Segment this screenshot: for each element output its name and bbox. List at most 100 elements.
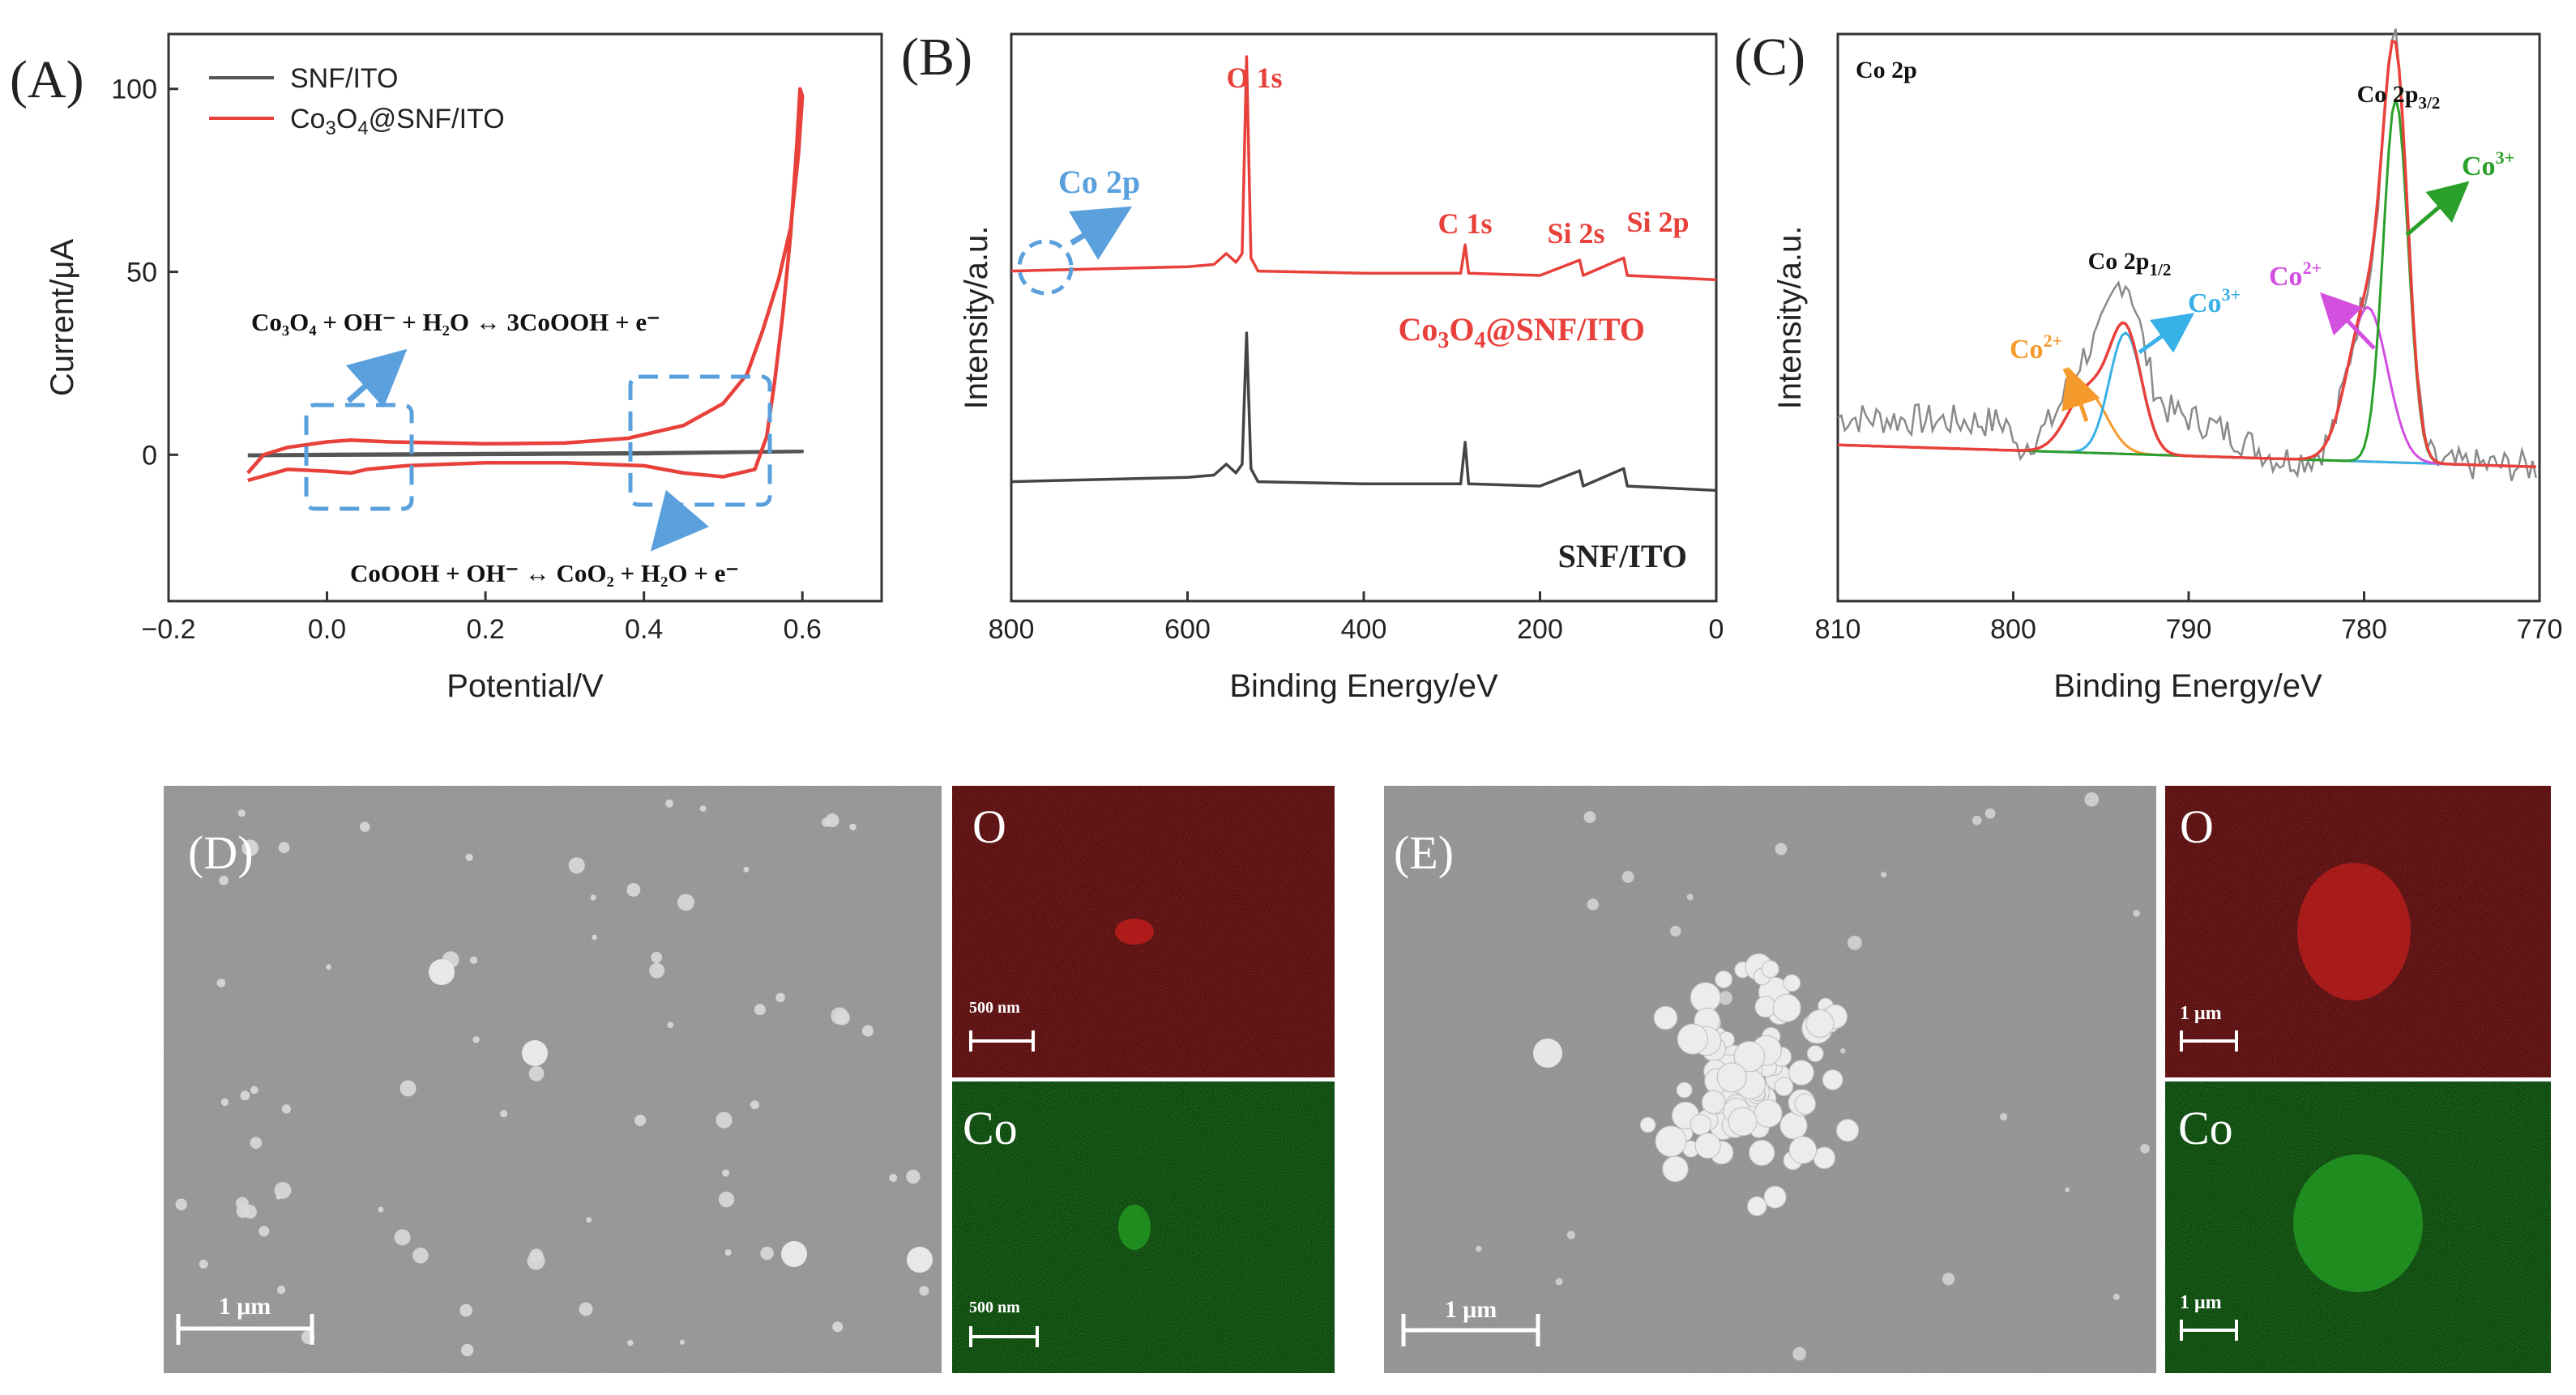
panel-b-xps-survey: (B) 800 600 400 200 0 O 1s C 1s Si 2s Si 2p …: [901, 28, 1724, 704]
sem-particle: [2065, 1187, 2070, 1192]
sem-particle: [276, 1285, 286, 1295]
eds-o-e-cluster: [2297, 863, 2411, 1000]
sem-particle: [528, 1065, 545, 1081]
sem-particle-aggregate: [1835, 1119, 1860, 1142]
sem-particle-aggregate: [1677, 1023, 1708, 1055]
sem-particle-aggregate: [1733, 1040, 1766, 1073]
sem-particle: [1942, 1273, 1955, 1286]
panel-b-ticks: 800 600 400 200 0: [989, 591, 1724, 645]
sem-particles-d: [175, 799, 933, 1357]
sem-particle: [2000, 1112, 2008, 1121]
sem-particle: [699, 805, 707, 813]
sem-particle: [677, 894, 694, 911]
panel-a-ytick-label: 100: [111, 75, 157, 105]
sem-particle: [1583, 811, 1596, 824]
sem-particle: [568, 857, 585, 874]
sem-particle: [274, 1181, 292, 1199]
panel-a-xtick-label: −0.2: [141, 614, 195, 645]
sem-particle: [359, 821, 370, 832]
eds-co-e-scale-label: 1 μm: [2180, 1292, 2222, 1313]
sem-particle-aggregate: [1746, 1196, 1767, 1217]
eds-o-d-label: O: [972, 800, 1006, 853]
sem-particle: [649, 962, 665, 979]
sem-particle: [399, 1080, 417, 1097]
panel-c-envelope: [1837, 39, 2536, 469]
sem-particle-aggregate: [1653, 1005, 1678, 1030]
panel-c-component-1: [1837, 331, 2536, 468]
sem-particle: [906, 1169, 921, 1184]
sem-particle: [849, 823, 857, 831]
eds-o-e-scale-label: 1 μm: [2180, 1003, 2222, 1024]
sem-particle: [412, 1248, 429, 1264]
panel-b-series: [1010, 55, 1717, 493]
sem-particle: [2133, 910, 2140, 917]
panel-b-xtick-label: 400: [1341, 614, 1387, 645]
sem-particle-aggregate: [1690, 1114, 1711, 1136]
sem-particle-aggregate: [1774, 1077, 1794, 1097]
sem-particle: [861, 1025, 874, 1037]
sem-particle: [665, 799, 673, 808]
scale-bar-e: 1 μm: [1401, 1296, 1540, 1346]
panel-b-xtick-label: 800: [989, 614, 1035, 645]
arrow-co3-a: [2138, 313, 2195, 355]
sem-particle: [1718, 991, 1732, 1005]
sem-particle: [378, 1206, 384, 1213]
panel-c-co2p-spectrum: (C) 810 800 790 780 770 Co 2p Co 2p1/2 Co 2p…: [1734, 28, 2562, 704]
sem-particle: [250, 1086, 258, 1094]
sem-particle: [722, 1169, 730, 1177]
peak-label-c1s: C 1s: [1438, 207, 1492, 240]
sem-particle-aggregate: [1676, 1081, 1693, 1099]
panel-b-series-1: [1010, 331, 1717, 493]
panel-b-xtick-label: 200: [1517, 614, 1563, 645]
co2p-dashed-circle: [1017, 239, 1074, 296]
legend-label-snf: SNF/ITO: [290, 63, 399, 94]
sem-particle: [1476, 1245, 1482, 1252]
panel-c-label: (C): [1734, 28, 1805, 87]
panel-a-cv-plot: (A) −0.2 0.0 0.2 0.4 0.6 0 50 100 SNF/ITO Co3O4…: [10, 32, 883, 704]
eds-co-d-cluster: [1118, 1205, 1151, 1250]
sem-particle: [1621, 871, 1634, 883]
sem-particle: [590, 894, 596, 901]
panel-a-ytick-label: 0: [142, 440, 157, 471]
sample-label-snf: SNF/ITO: [1558, 538, 1687, 574]
panel-b-xlabel: Binding Energy/eV: [1229, 668, 1498, 704]
sem-particle: [831, 1007, 848, 1025]
label-co3-b: Co3+: [2462, 147, 2514, 181]
sem-particle: [1775, 843, 1788, 855]
sem-particle-aggregate: [1728, 1107, 1758, 1137]
panel-a-series: [246, 87, 805, 483]
sem-particle-cluster: [522, 1040, 548, 1066]
panel-e-label: (E): [1394, 826, 1454, 879]
sem-particle: [1792, 1346, 1807, 1361]
sem-particle-aggregate: [1694, 1133, 1721, 1159]
sem-particle-aggregate: [1763, 1185, 1787, 1209]
panel-d-label: (D): [188, 826, 254, 879]
sem-particle: [724, 1248, 732, 1256]
eds-co-d-label: Co: [963, 1102, 1018, 1154]
eds-map-co-e-texture: [2165, 1081, 2551, 1373]
sem-particle: [1847, 935, 1862, 950]
sem-particle-cluster: [1533, 1039, 1562, 1068]
panel-a-series-1: [246, 87, 805, 483]
sem-particle-aggregate: [1761, 960, 1779, 979]
label-co2-a: Co2+: [2010, 331, 2062, 365]
sem-particle: [276, 1194, 281, 1200]
sem-particle: [219, 876, 229, 885]
sem-particle: [592, 934, 598, 941]
label-co3-a: Co3+: [2188, 284, 2241, 318]
sem-particle: [754, 1004, 766, 1016]
sem-particle-aggregate: [1655, 1125, 1687, 1158]
panel-b-xtick-label: 600: [1164, 614, 1211, 645]
sem-particle: [326, 964, 331, 970]
sem-particle: [579, 1302, 593, 1316]
eds-co-d-scale-label: 500 nm: [969, 1299, 1020, 1316]
sem-particle: [651, 951, 662, 963]
panel-d-sem: (D) 1 μm O 500 nm Co 500 nm: [164, 786, 1335, 1373]
eds-o-e-label: O: [2180, 800, 2214, 853]
panel-a-xlabel: Potential/V: [446, 668, 604, 704]
sem-particle: [460, 1343, 474, 1357]
panel-c-xtick-label: 770: [2517, 614, 2563, 645]
scale-bar-d: 1 μm: [176, 1293, 314, 1345]
arrow-co2-a: [2061, 366, 2100, 422]
